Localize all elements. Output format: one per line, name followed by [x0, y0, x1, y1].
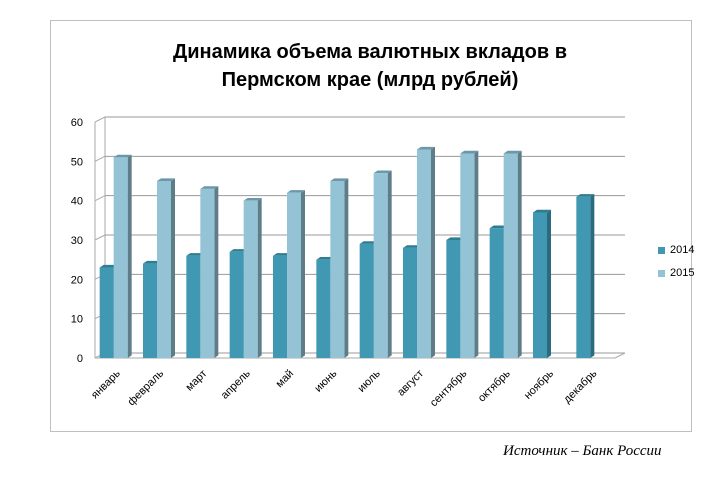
y-tick-label: 0	[77, 353, 83, 365]
bar-top	[157, 178, 175, 181]
bar-2014-октябрь	[489, 228, 504, 358]
bar-side	[387, 170, 392, 358]
bar-2015-январь	[113, 157, 128, 358]
bar-side	[590, 194, 595, 358]
bar-top	[273, 253, 291, 256]
bar-side	[257, 198, 262, 358]
bar-side	[301, 190, 305, 358]
gridline-diagonal	[94, 234, 106, 241]
bar-top	[229, 249, 248, 252]
bar-side	[431, 146, 435, 358]
bar-top	[316, 257, 335, 260]
bar-2014-декабрь	[576, 196, 591, 358]
bar-2014-сентябрь	[446, 240, 461, 358]
bar-2014-апрель	[229, 251, 244, 358]
bar-2015-февраль	[157, 181, 171, 358]
bar-top	[446, 237, 465, 240]
bar-2015-май	[287, 192, 301, 358]
x-tick-label: сентябрь	[428, 367, 470, 409]
bar-top	[186, 253, 205, 256]
y-tick-label: 30	[71, 235, 83, 247]
bar-side	[474, 150, 479, 358]
bar-2015-сентябрь	[460, 153, 475, 358]
x-tick-label: апрель	[219, 367, 253, 401]
bar-top	[359, 241, 378, 244]
y-tick-label: 40	[71, 196, 83, 208]
gridline-diagonal	[94, 195, 106, 202]
bar-top	[576, 194, 595, 197]
bar-top	[373, 170, 392, 174]
chart-frame	[50, 20, 692, 432]
x-tick-label: ноябрь	[522, 367, 556, 401]
chart-title: Динамика объема валютных вкладов в Пермск…	[50, 38, 690, 94]
title-line-1: Динамика объема валютных вкладов в	[173, 41, 567, 63]
y-tick-label: 60	[71, 117, 83, 129]
legend-swatch	[658, 246, 665, 254]
x-tick-label: декабрь	[561, 367, 599, 405]
legend-2015: 2015	[658, 267, 694, 279]
x-tick-label: май	[274, 368, 297, 391]
bar-2015-октябрь	[503, 153, 518, 358]
bar-top	[243, 198, 262, 201]
bar-side	[127, 154, 132, 358]
source-note: Источник – Банк России	[503, 443, 662, 459]
legend-label: 2014	[670, 244, 695, 256]
bar-2014-январь	[99, 267, 114, 358]
x-tick-label: октябрь	[476, 367, 513, 404]
bar-2014-май	[273, 255, 287, 358]
bar-top	[503, 150, 522, 154]
bar-2014-ноябрь	[533, 212, 547, 358]
bar-top	[403, 245, 421, 248]
y-tick-label: 50	[71, 156, 83, 168]
bar-2014-февраль	[143, 263, 157, 358]
bar-2015-июль	[373, 173, 388, 358]
bar-side	[344, 178, 349, 358]
bar-top	[200, 186, 219, 189]
bar-top	[460, 150, 479, 154]
bar-2015-март	[200, 188, 215, 358]
x-tick-label: январь	[89, 367, 123, 401]
bar-2014-август	[403, 247, 417, 358]
bar-2014-июль	[359, 243, 374, 358]
x-tick-label: март	[184, 368, 210, 394]
gridline-diagonal	[94, 116, 106, 123]
bar-top	[417, 146, 435, 150]
bar-2014-июнь	[316, 259, 331, 358]
floor-edge	[95, 352, 626, 359]
bar-top	[330, 178, 349, 181]
bar-side	[547, 209, 551, 358]
bar-2015-июнь	[330, 181, 345, 358]
x-tick-label: июнь	[312, 367, 339, 394]
title-line-2: Пермском крае (млрд рублей)	[221, 69, 519, 91]
legend-label: 2015	[670, 267, 695, 279]
x-tick-label: февраль	[126, 367, 167, 408]
bar-side	[171, 178, 175, 358]
y-tick-label: 20	[71, 274, 83, 286]
bar-2014-март	[186, 255, 201, 358]
bar-top	[533, 209, 551, 213]
bar-top	[99, 264, 118, 268]
y-tick-label: 10	[71, 314, 83, 326]
gridline-diagonal	[94, 155, 106, 162]
bar-top	[113, 154, 132, 158]
legend-2014: 2014	[658, 244, 694, 256]
bar-top	[489, 225, 508, 229]
x-tick-label: июль	[356, 367, 383, 394]
bar-2015-август	[417, 149, 431, 358]
bar-top	[143, 260, 161, 264]
bar-2015-апрель	[243, 200, 258, 358]
bar-side	[214, 186, 219, 358]
bar-side	[517, 150, 522, 358]
legend-swatch	[658, 269, 665, 277]
bar-top	[287, 190, 305, 193]
x-tick-label: август	[395, 368, 426, 399]
